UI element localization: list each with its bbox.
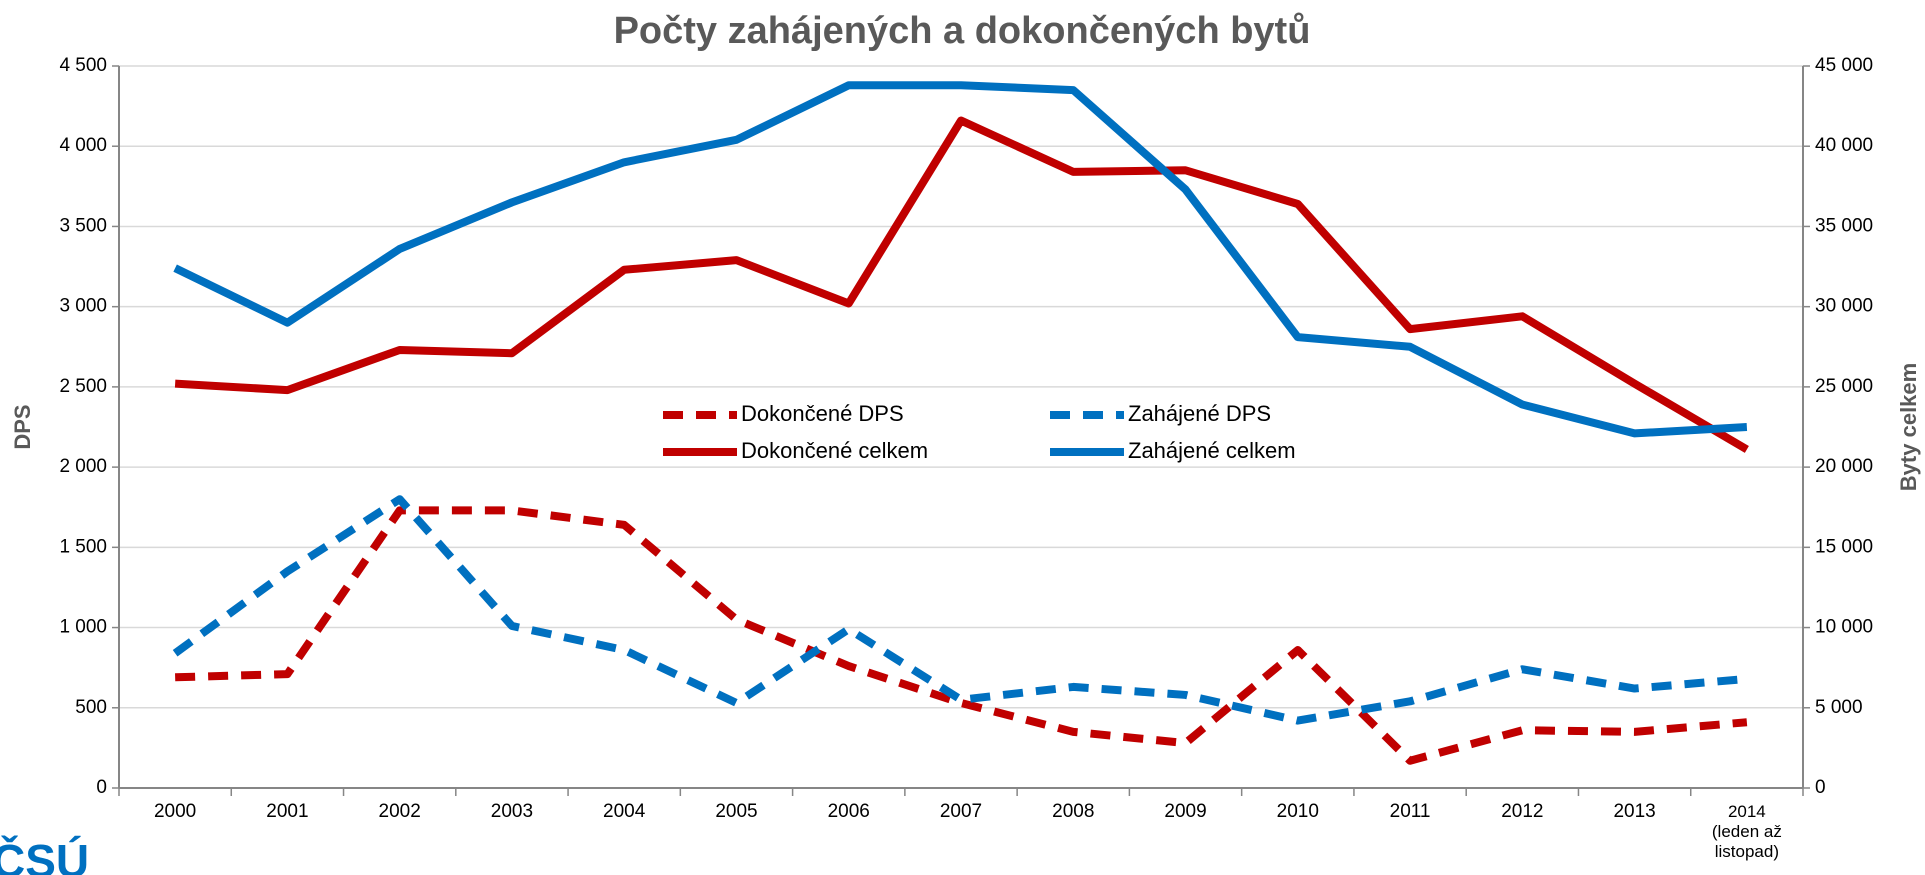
x-tick-label: 2006 [827,802,870,822]
x-tick-label-box: 2003 [490,802,534,822]
y2-tick-label: 40 000 [1815,135,1873,156]
y-tick-label: 1 000 [59,617,107,638]
series-line [173,81,1748,438]
x-tick-label: 2013 [1613,802,1656,822]
y-tick-label: 500 [75,697,107,718]
legend-label: Dokončené DPS [741,401,904,426]
series-line [174,116,1749,453]
x-tick-label: 2007 [939,802,983,822]
x-tick-label: 2001 [266,802,309,822]
x-tick-label: 2004 [603,802,646,822]
x-tick-label: 2005 [715,802,758,822]
x-tick-label-box: 2011 [1389,802,1431,822]
x-tick-label: 2002 [378,802,421,822]
y2-tick-label: 35 000 [1815,215,1873,236]
legend-label: Dokončené celkem [741,438,928,463]
x-tick-label: 2012 [1501,802,1544,822]
x-tick-label-box: 2000 [153,802,197,822]
x-tick-label: 2003 [490,802,534,822]
x-tick-label-box: 2001 [266,802,309,822]
logo: ČSÚ [0,835,89,875]
y2-tick-label: 15 000 [1815,536,1873,557]
y2-tick-label: 5 000 [1815,697,1863,718]
y2-tick-label: 30 000 [1815,296,1873,317]
y2-tick-label: 10 000 [1815,617,1873,638]
y-tick-label: 1 500 [59,536,107,557]
y-tick-label: 2 500 [59,376,107,397]
y2-tick-label: 0 [1815,777,1826,798]
y-tick-label: 4 000 [59,135,107,156]
y-axis-title: DPS [10,404,35,449]
y2-tick-label: 20 000 [1815,456,1873,477]
series-line [172,495,1748,725]
series-line [175,506,1748,765]
legend-label: Zahájené DPS [1128,401,1271,426]
x-tick-label: 2008 [1052,802,1095,822]
x-tick-label-box: 2013 [1613,802,1656,822]
x-tick-label-box: 2009 [1164,802,1207,822]
x-tick-label: 2010 [1276,802,1319,822]
x-tick-label-box: 2008 [1052,802,1095,822]
legend-label: Zahájené celkem [1128,438,1296,463]
y-tick-label: 0 [96,777,107,798]
y2-axis-title: Byty celkem [1896,363,1921,491]
x-tick-label-box: 2005 [715,802,758,822]
x-tick-label-box: 2002 [378,802,421,822]
x-tick-label: 2014 (leden až listopad) [1711,802,1782,861]
x-tick-label-box: 2014 (leden až listopad) [1711,802,1782,861]
y2-tick-label: 45 000 [1815,55,1873,76]
x-tick-label-box: 2012 [1501,802,1544,822]
x-tick-label: 2011 [1389,802,1431,822]
x-tick-label-box: 2006 [827,802,870,822]
x-tick-label-box: 2004 [603,802,646,822]
y-tick-label: 3 000 [59,296,107,317]
x-tick-label: 2009 [1164,802,1207,822]
chart-title: Počty zahájených a dokončených bytů [614,10,1311,52]
y-tick-label: 2 000 [59,456,107,477]
y2-tick-label: 25 000 [1815,376,1873,397]
y-tick-label: 4 500 [59,55,107,76]
x-tick-label-box: 2010 [1276,802,1319,822]
x-tick-label-box: 2007 [939,802,983,822]
x-tick-label: 2000 [153,802,197,822]
y-tick-label: 3 500 [59,215,107,236]
